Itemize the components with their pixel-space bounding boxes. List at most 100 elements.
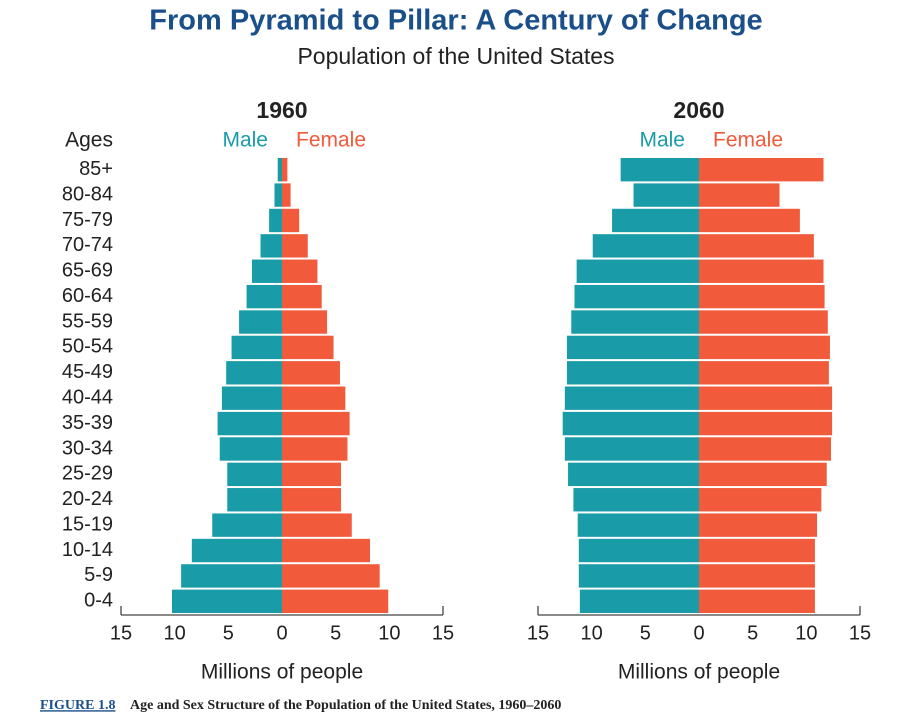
- legend-label: Female: [713, 129, 783, 152]
- y-tick-label: 0-4: [84, 590, 113, 612]
- bar: [282, 538, 371, 563]
- bar: [282, 310, 328, 334]
- bar: [699, 259, 824, 283]
- bar: [282, 386, 346, 410]
- bar: [282, 488, 342, 512]
- bar: [612, 208, 699, 233]
- bar: [251, 259, 282, 283]
- bar: [282, 462, 342, 487]
- bar: [699, 310, 828, 334]
- bar: [577, 513, 699, 537]
- x-tick-label: 15: [527, 622, 549, 644]
- y-axis-label: Ages: [65, 129, 113, 152]
- bar: [217, 411, 282, 436]
- figure-caption: Age and Sex Structure of the Population …: [130, 698, 561, 713]
- y-tick-label: 40-44: [62, 386, 113, 408]
- bar: [260, 234, 282, 258]
- y-tick-label: 60-64: [62, 285, 113, 307]
- panel-title: 1960: [256, 97, 307, 123]
- bar: [191, 538, 282, 563]
- bar: [699, 361, 829, 385]
- y-tick-label: 55-59: [62, 310, 113, 332]
- bar: [564, 437, 699, 461]
- bar: [219, 437, 282, 461]
- bar: [246, 284, 282, 309]
- x-tick-label: 10: [581, 622, 603, 644]
- bar: [282, 183, 291, 207]
- bar: [699, 158, 824, 182]
- x-tick-label: 5: [223, 622, 234, 644]
- y-tick-label: 30-34: [62, 437, 113, 459]
- bar: [282, 208, 300, 233]
- x-tick-label: 15: [432, 622, 454, 644]
- bar: [633, 183, 699, 207]
- bar: [239, 310, 282, 334]
- x-tick-label: 5: [747, 622, 758, 644]
- bar: [699, 208, 800, 233]
- x-tick-label: 0: [693, 622, 704, 644]
- bar: [578, 564, 699, 588]
- y-tick-label: 45-49: [62, 361, 113, 383]
- bar: [699, 589, 815, 613]
- bar: [231, 335, 282, 360]
- bar: [574, 284, 699, 309]
- bar: [699, 386, 833, 410]
- panel-title: 2060: [673, 97, 724, 123]
- bar: [274, 183, 282, 207]
- bar: [282, 564, 380, 588]
- bar: [566, 361, 699, 385]
- x-tick-label: 10: [378, 622, 400, 644]
- bar: [699, 437, 832, 461]
- bar: [212, 513, 282, 537]
- y-tick-label: 35-39: [62, 412, 113, 434]
- bar: [699, 488, 822, 512]
- y-tick-label: 25-29: [62, 463, 113, 485]
- x-tick-label: 15: [110, 622, 132, 644]
- y-tick-label: 5-9: [84, 564, 113, 586]
- x-tick-label: 5: [640, 622, 651, 644]
- bar: [568, 462, 699, 487]
- bar: [699, 513, 818, 537]
- y-tick-label: 75-79: [62, 209, 113, 231]
- y-tick-label: 65-69: [62, 260, 113, 282]
- bar: [564, 386, 699, 410]
- x-axis-label: Millions of people: [618, 661, 780, 684]
- y-tick-label: 20-24: [62, 488, 113, 510]
- bar: [699, 564, 815, 588]
- bar: [282, 335, 334, 360]
- bar: [579, 589, 699, 613]
- bar: [571, 310, 699, 334]
- bar: [699, 538, 815, 563]
- legend-label: Male: [639, 129, 685, 152]
- bar: [227, 462, 282, 487]
- bar: [227, 488, 282, 512]
- x-axis-label: Millions of people: [201, 661, 363, 684]
- x-tick-label: 5: [330, 622, 341, 644]
- chart-title: From Pyramid to Pillar: A Century of Cha…: [149, 5, 762, 37]
- bar: [699, 411, 833, 436]
- bar: [171, 589, 282, 613]
- bar: [277, 158, 282, 182]
- x-tick-label: 0: [276, 622, 287, 644]
- bar: [592, 234, 699, 258]
- bar: [226, 361, 282, 385]
- bar: [699, 183, 780, 207]
- x-tick-label: 10: [795, 622, 817, 644]
- bar: [620, 158, 699, 182]
- bar: [699, 335, 830, 360]
- bar: [269, 208, 282, 233]
- bar: [282, 259, 318, 283]
- y-tick-label: 10-14: [62, 539, 113, 561]
- bar: [578, 538, 699, 563]
- bar: [181, 564, 282, 588]
- bar: [699, 284, 825, 309]
- bar: [282, 589, 389, 613]
- bar: [282, 284, 322, 309]
- chart-subtitle: Population of the United States: [297, 43, 614, 69]
- x-tick-label: 15: [849, 622, 871, 644]
- bar: [573, 488, 699, 512]
- x-tick-label: 10: [164, 622, 186, 644]
- bar: [282, 234, 308, 258]
